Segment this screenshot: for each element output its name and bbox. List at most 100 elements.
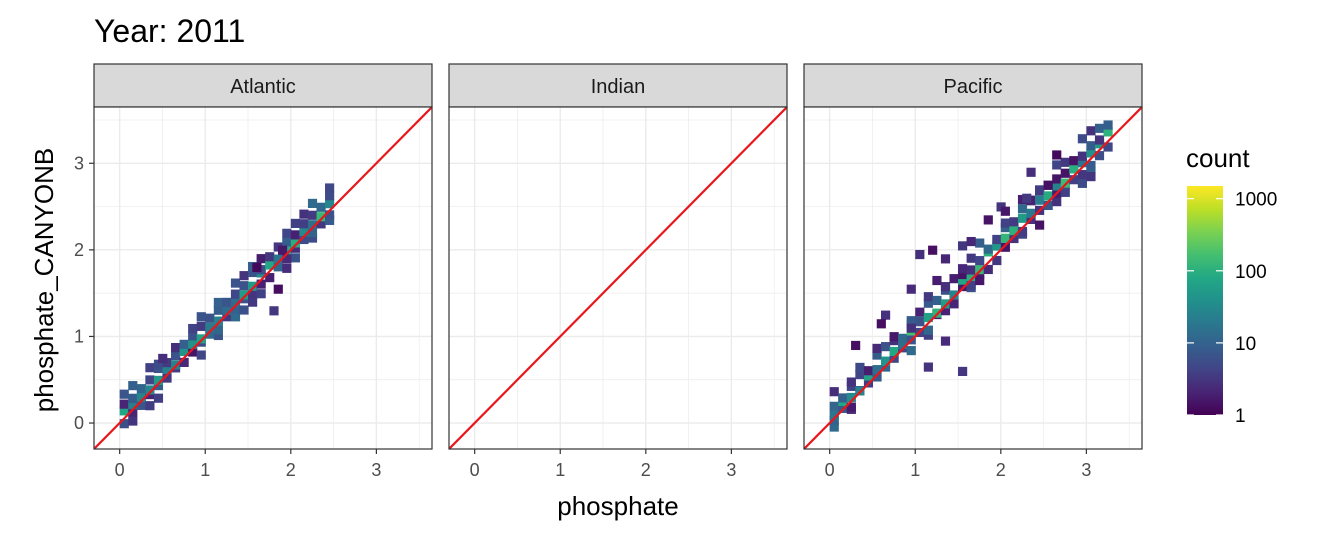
count-bin bbox=[239, 271, 249, 281]
count-bin bbox=[876, 319, 886, 329]
chart-title: Year: 2011 bbox=[94, 13, 245, 49]
count-bin bbox=[230, 297, 241, 308]
count-bin bbox=[248, 281, 258, 291]
count-bin bbox=[872, 343, 882, 353]
count-bin bbox=[1052, 160, 1062, 170]
count-bin bbox=[179, 339, 189, 349]
count-bin bbox=[119, 406, 129, 416]
count-bin bbox=[975, 269, 985, 279]
count-bin bbox=[1043, 200, 1053, 211]
count-bin bbox=[1069, 175, 1079, 185]
count-bin bbox=[863, 366, 874, 376]
facet-label: Atlantic bbox=[230, 76, 296, 98]
x-tick-label: 0 bbox=[470, 460, 480, 480]
x-tick-label: 1 bbox=[200, 460, 210, 480]
count-bin bbox=[1035, 220, 1045, 230]
count-bin bbox=[230, 289, 241, 299]
count-bin bbox=[316, 219, 326, 229]
count-bin bbox=[881, 356, 891, 366]
count-bin bbox=[1000, 242, 1010, 252]
count-bin bbox=[992, 234, 1002, 245]
count-bin bbox=[940, 299, 951, 309]
count-bin bbox=[1052, 150, 1062, 160]
count-bin bbox=[213, 305, 223, 315]
count-bin bbox=[1009, 217, 1019, 227]
count-bin bbox=[282, 237, 292, 247]
facet-panels: Atlantic 0 1 2 3 Indian 0 1 2 3 Pacific 0 1 2 3 bbox=[93, 63, 1143, 480]
count-bin bbox=[307, 210, 318, 220]
y-tick-label: 3 bbox=[74, 153, 84, 173]
count-bin bbox=[829, 415, 839, 426]
count-bin bbox=[1035, 185, 1045, 195]
count-bin bbox=[239, 281, 249, 291]
count-bin bbox=[975, 275, 985, 286]
count-bin bbox=[136, 392, 146, 402]
count-bin bbox=[145, 401, 155, 411]
y-axis: 0 1 2 3 bbox=[74, 153, 94, 433]
x-tick-label: 3 bbox=[726, 460, 736, 480]
count-bin bbox=[213, 297, 223, 308]
count-bin bbox=[949, 274, 959, 284]
count-bin bbox=[158, 353, 168, 364]
legend-colorbar bbox=[1187, 186, 1223, 415]
panel-border bbox=[803, 106, 1143, 450]
count-bin bbox=[889, 332, 899, 342]
color-legend: count 1 10 100 1000 bbox=[1186, 143, 1277, 427]
count-bin bbox=[932, 275, 942, 286]
count-bin bbox=[299, 219, 309, 229]
count-bin bbox=[196, 312, 206, 322]
count-bin bbox=[325, 210, 335, 220]
count-bin bbox=[1094, 123, 1105, 133]
count-bin bbox=[248, 289, 258, 299]
count-bin bbox=[932, 295, 942, 306]
count-bin bbox=[1017, 213, 1028, 223]
count-bin bbox=[290, 238, 300, 248]
count-bin bbox=[205, 313, 215, 323]
count-bin bbox=[171, 360, 181, 370]
count-bin bbox=[1035, 195, 1045, 205]
count-bin bbox=[975, 256, 985, 266]
count-bin bbox=[145, 363, 155, 373]
count-bin bbox=[872, 365, 882, 375]
count-bin bbox=[983, 244, 993, 254]
count-bin bbox=[136, 384, 146, 394]
count-bin bbox=[196, 334, 206, 344]
count-bin bbox=[128, 416, 138, 426]
count-bin bbox=[252, 262, 262, 273]
count-bin bbox=[906, 284, 916, 294]
count-bin bbox=[940, 282, 951, 292]
count-bin bbox=[958, 241, 968, 251]
reference-line-1-1 bbox=[804, 107, 1142, 449]
count-bin bbox=[1052, 181, 1062, 191]
count-bin bbox=[230, 304, 241, 314]
legend-label: 1000 bbox=[1235, 190, 1277, 211]
count-bin bbox=[1086, 160, 1096, 171]
count-bin bbox=[256, 254, 266, 264]
count-bin bbox=[966, 253, 976, 263]
count-bin bbox=[290, 218, 300, 228]
legend-label: 10 bbox=[1235, 334, 1256, 355]
count-bin bbox=[1086, 165, 1096, 176]
count-bin bbox=[1052, 174, 1062, 184]
y-tick-label: 1 bbox=[74, 326, 84, 346]
count-bin bbox=[1000, 206, 1010, 216]
count-bin bbox=[153, 375, 164, 385]
x-tick-label: 0 bbox=[115, 460, 125, 480]
count-bin bbox=[171, 343, 181, 353]
legend-label: 100 bbox=[1235, 262, 1267, 283]
count-bin bbox=[992, 255, 1002, 266]
count-bin bbox=[1069, 164, 1079, 174]
count-bin bbox=[230, 278, 241, 288]
count-bin bbox=[846, 377, 856, 387]
reference-line-1-1 bbox=[94, 107, 432, 449]
count-bin bbox=[273, 284, 283, 294]
count-bin bbox=[299, 209, 309, 219]
count-bin bbox=[282, 263, 292, 273]
count-bin bbox=[128, 400, 138, 410]
count-bin bbox=[958, 366, 968, 377]
facet-strip bbox=[448, 63, 788, 108]
count-bin bbox=[188, 339, 198, 349]
count-bin bbox=[188, 347, 198, 357]
count-bin bbox=[196, 350, 206, 360]
count-bin bbox=[983, 264, 993, 275]
